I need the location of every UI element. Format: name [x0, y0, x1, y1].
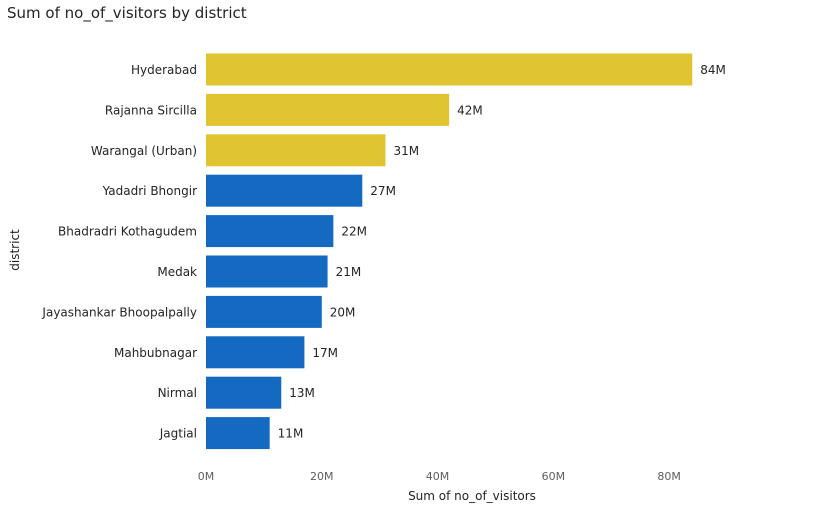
bar-warangal-urban[interactable]	[206, 134, 386, 167]
category-label: Nirmal	[158, 386, 197, 400]
bar-rajanna-sircilla[interactable]	[206, 93, 450, 126]
bar-medak[interactable]	[206, 255, 328, 288]
bars-group: Hyderabad 84M Rajanna Sircilla 42M Warangal …	[41, 53, 726, 450]
data-label: 31M	[393, 144, 419, 158]
y-axis-title: district	[8, 229, 22, 271]
chart-title: Sum of no_of_visitors by district	[7, 4, 247, 22]
data-label: 17M	[312, 346, 338, 360]
bar-bhadradri-kothagudem[interactable]	[206, 215, 334, 248]
x-tick-label: 40M	[426, 470, 450, 483]
category-label: Medak	[157, 265, 197, 279]
category-label: Rajanna Sircilla	[105, 103, 197, 117]
data-label: 84M	[700, 63, 726, 77]
x-tick-label: 20M	[310, 470, 334, 483]
bar-hyderabad[interactable]	[206, 53, 693, 86]
data-label: 22M	[341, 225, 367, 239]
data-label: 42M	[457, 103, 483, 117]
category-label: Warangal (Urban)	[91, 144, 197, 158]
bar-jayashankar-bhoopalpally[interactable]	[206, 295, 322, 328]
category-label: Hyderabad	[131, 63, 197, 77]
x-tick-label: 80M	[657, 470, 681, 483]
category-label: Bhadradri Kothagudem	[58, 225, 197, 239]
bar-jagtial[interactable]	[206, 417, 270, 450]
x-tick-label: 60M	[542, 470, 566, 483]
category-label: Jagtial	[159, 427, 197, 441]
category-label: Jayashankar Bhoopalpally	[41, 305, 197, 319]
x-tick-label: 0M	[198, 470, 215, 483]
x-ticks-group: 0M 20M 40M 60M 80M	[198, 470, 681, 483]
data-label: 13M	[289, 386, 315, 400]
data-label: 27M	[370, 184, 396, 198]
data-label: 21M	[336, 265, 362, 279]
category-label: Mahbubnagar	[114, 346, 197, 360]
x-axis-title: Sum of no_of_visitors	[408, 489, 536, 503]
category-label: Yadadri Bhongir	[102, 184, 197, 198]
data-label: 20M	[330, 305, 356, 319]
bar-yadadri-bhongir[interactable]	[206, 174, 363, 207]
data-label: 11M	[278, 427, 304, 441]
bar-nirmal[interactable]	[206, 376, 282, 409]
bar-mahbubnagar[interactable]	[206, 336, 305, 369]
